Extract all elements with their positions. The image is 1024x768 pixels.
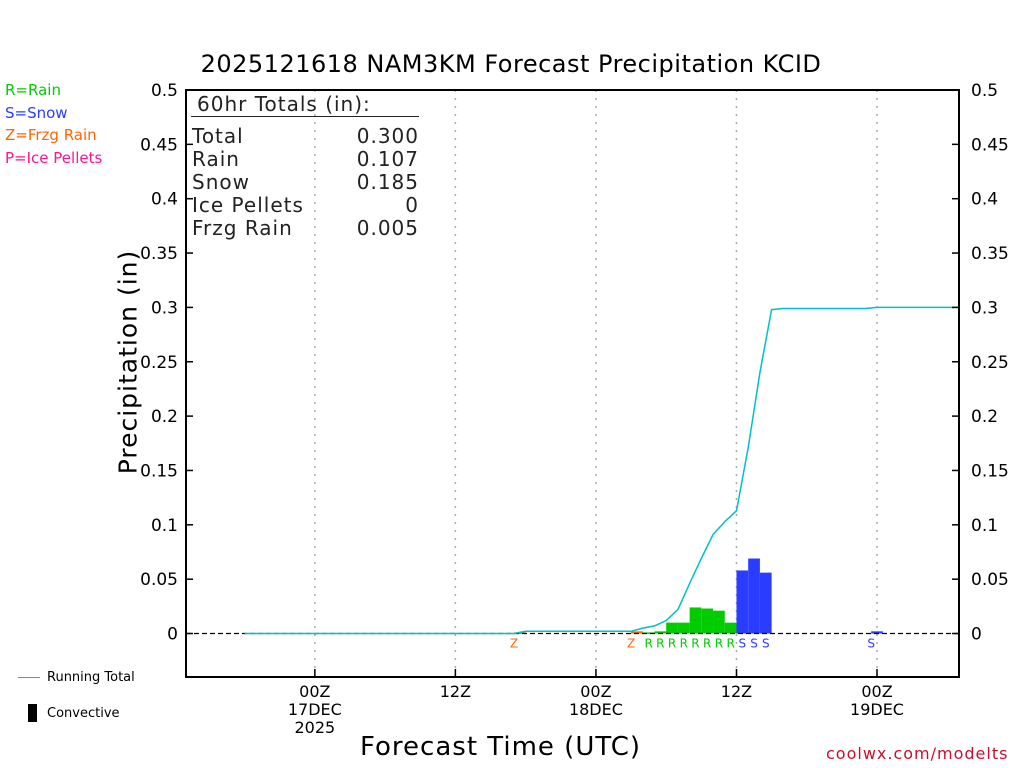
x-tick-label-0-1: 17DEC [288,700,342,719]
bar-4 [666,622,678,634]
type-label-2: R [644,637,652,651]
totals-value-4: 0.005 [356,216,419,240]
totals-value-1: 0.107 [356,147,419,171]
bar-10 [736,570,749,634]
x-tick-label-4-1: 19DEC [850,700,904,719]
y-tick-label-right-6: 0.3 [971,298,998,318]
bar-3 [654,631,667,634]
totals-value-0: 0.300 [356,124,419,148]
y-tick-label-left-6: 0.3 [151,298,178,318]
totals-label-3: Ice Pellets [192,193,304,217]
y-tick-label-left-4: 0.2 [151,407,178,427]
y-axis-label: Precipitation (in) [113,249,143,475]
y-tick-label-right-3: 0.15 [971,461,1009,481]
type-label-9: R [726,637,734,651]
type-label-13: S [867,637,875,651]
x-tick-label-3-0: 12Z [721,682,752,701]
y-tick-label-right-1: 0.05 [971,570,1009,590]
y-tick-label-left-10: 0.5 [151,81,178,101]
running-total-swatch [18,677,40,678]
legend-rain: R=Rain [5,81,61,99]
y-tick-label-left-2: 0.1 [151,516,178,536]
type-label-10: S [739,637,747,651]
bar-1 [631,631,643,634]
y-tick-label-right-8: 0.4 [971,190,998,210]
x-tick-label-1-0: 12Z [440,682,471,701]
y-tick-label-left-1: 0.05 [140,570,178,590]
type-label-1: Z [627,637,635,651]
y-tick-label-left-5: 0.25 [140,353,178,373]
y-tick-label-right-0: 0 [971,625,982,645]
y-tick-label-right-4: 0.2 [971,407,998,427]
y-tick-label-left-8: 0.4 [151,190,178,210]
bar-0 [513,632,526,634]
type-label-3: R [656,637,664,651]
type-label-8: R [715,637,723,651]
type-label-5: R [680,637,688,651]
totals-value-3: 0 [405,193,419,217]
y-tick-label-right-2: 0.1 [971,516,998,536]
bar-9 [724,622,737,634]
bar-11 [748,558,760,634]
legend-snow: S=Snow [5,104,68,122]
totals-value-2: 0.185 [356,170,419,194]
totals-header: 60hr Totals (in): [197,92,371,116]
bar-7 [701,608,714,634]
bar-12 [759,572,772,634]
type-label-0: Z [510,637,518,651]
y-tick-label-right-5: 0.25 [971,353,1009,373]
bar-8 [713,610,725,634]
totals-label-0: Total [192,124,244,148]
y-tick-label-left-3: 0.15 [140,461,178,481]
totals-label-4: Frzg Rain [192,216,293,240]
legend-ice-pellets: P=Ice Pellets [5,149,103,167]
y-tick-label-left-0: 0 [167,625,178,645]
x-tick-label-2-1: 18DEC [569,700,623,719]
legend-convective: Convective [47,706,120,721]
chart-title: 2025121618 NAM3KM Forecast Precipitation… [200,50,822,78]
y-tick-label-right-9: 0.45 [971,135,1009,155]
bar-13 [871,631,883,634]
totals-underline [191,116,419,117]
type-label-7: R [703,637,711,651]
x-tick-label-4-0: 00Z [861,682,892,701]
y-tick-label-right-10: 0.5 [971,81,998,101]
type-label-4: R [668,637,676,651]
bar-5 [677,622,690,634]
convective-swatch [28,704,37,722]
x-axis-label: Forecast Time (UTC) [360,732,642,762]
x-tick-label-0-2: 2025 [294,718,335,737]
plot-frame [185,89,960,678]
running-total-line [244,306,959,635]
legend-frzg-rain: Z=Frzg Rain [5,126,97,144]
x-tick-label-0-0: 00Z [299,682,330,701]
totals-label-1: Rain [192,147,240,171]
type-label-6: R [691,637,699,651]
totals-label-2: Snow [192,170,250,194]
bar-2 [642,632,655,634]
x-tick-label-2-0: 00Z [580,682,611,701]
bar-6 [689,607,702,634]
y-tick-label-left-9: 0.45 [140,135,178,155]
y-tick-label-left-7: 0.35 [140,244,178,264]
y-tick-label-right-7: 0.35 [971,244,1009,264]
legend-running-total: Running Total [47,670,135,685]
type-label-11: S [750,637,758,651]
credit-text: coolwx.com/modelts [826,744,1009,763]
type-label-12: S [762,637,770,651]
